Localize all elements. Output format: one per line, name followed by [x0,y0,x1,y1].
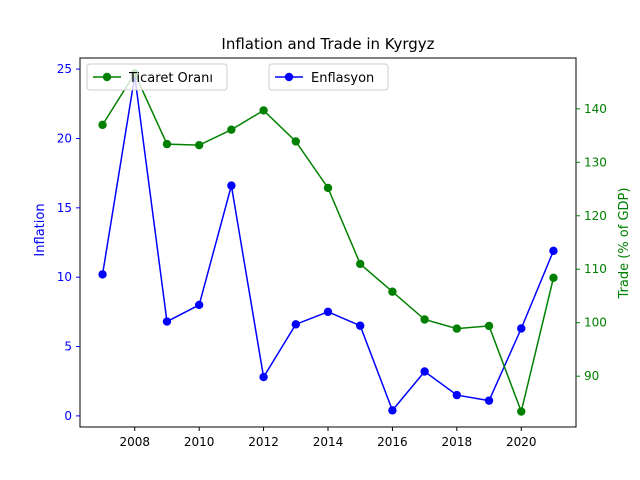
x-tick-label: 2010 [184,435,215,449]
legend-marker [284,72,294,82]
left-tick-label: 5 [64,340,72,354]
right-tick-label: 90 [584,369,599,383]
data-point [420,367,429,376]
series-line [101,71,555,415]
data-point [549,273,558,282]
x-axis: 2008 2010 2012 2014 2016 2018 2020 [119,427,537,449]
x-tick-label: 2016 [377,435,408,449]
data-point [259,372,268,382]
series-layer [98,69,558,416]
left-tick-label: 0 [64,409,72,423]
data-point [98,270,107,279]
left-tick-label: 10 [57,270,72,284]
data-point [420,315,429,324]
legend-trade: Ticaret Oranı [86,63,228,91]
data-point [484,321,494,331]
right-tick-label: 130 [584,155,607,169]
x-tick-label: 2012 [248,435,279,449]
data-point [291,137,300,146]
data-point [323,183,333,193]
x-tick-label: 2018 [442,435,473,449]
right-tick-label: 140 [584,102,607,116]
data-point [356,259,365,269]
right-y-axis: 90 100 110 120 130 140 [576,102,607,383]
series-trade [98,69,558,416]
data-point [388,287,397,296]
x-tick-label: 2014 [313,435,344,449]
data-point [549,246,558,256]
data-point [388,406,397,415]
data-point [194,300,204,310]
legend-marker [102,72,112,82]
left-axis-label: Inflation [33,203,48,256]
left-tick-label: 20 [57,131,72,145]
data-point [291,320,300,329]
right-tick-label: 100 [584,316,607,330]
left-tick-label: 15 [57,201,72,215]
data-point [323,307,333,317]
right-tick-label: 110 [584,262,607,276]
legends: Ticaret Oranı Enflasyon [86,63,389,91]
legend-label: Ticaret Oranı [128,71,213,86]
data-point [452,390,462,400]
data-point [356,321,365,330]
legend-label: Enflasyon [311,71,374,86]
left-y-axis: 0 5 10 15 20 25 [57,62,80,423]
series-inflation [98,71,558,415]
legend-inflation: Enflasyon [268,63,389,91]
data-point [162,317,172,326]
data-point [98,120,107,130]
data-point [259,106,268,115]
data-point [517,324,526,333]
legend-frame [86,63,228,91]
data-point [227,181,236,190]
data-point [194,140,204,150]
right-tick-label: 120 [584,209,607,223]
chart-title: Inflation and Trade in Kyrgyz [221,35,434,53]
x-tick-label: 2008 [119,435,150,449]
x-tick-label: 2020 [506,435,537,449]
data-point [162,139,172,149]
left-tick-label: 25 [57,62,72,76]
series-line [101,75,555,412]
data-point [227,125,236,134]
legend-frame [268,63,389,91]
data-point [484,396,494,405]
data-point [452,324,462,333]
data-point [517,407,526,416]
right-axis-label: Trade (% of GDP) [617,188,632,300]
